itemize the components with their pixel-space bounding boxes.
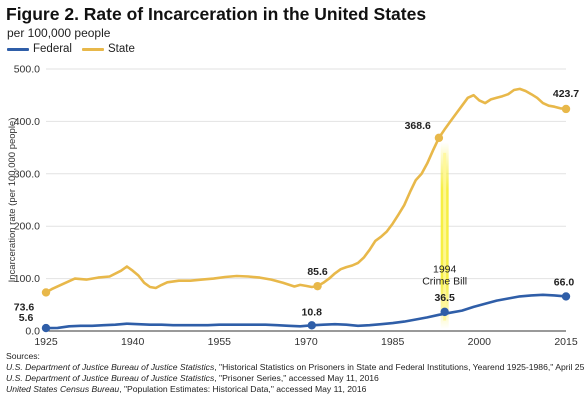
y-tick-label: 0.0 (25, 326, 40, 338)
series-line-state (44, 87, 568, 294)
x-tick-label: 1925 (34, 336, 58, 345)
data-label-federal: 5.6 (19, 312, 34, 324)
data-label-state: 73.6 (14, 301, 35, 313)
legend-item-federal: Federal (7, 43, 72, 55)
data-label-federal: 10.8 (302, 306, 323, 318)
sources-heading: Sources: (6, 351, 40, 361)
x-tick-label: 2015 (554, 336, 578, 345)
event-highlight-core (443, 152, 447, 321)
x-tick-label: 1970 (294, 336, 318, 345)
data-point-state (434, 133, 444, 143)
y-tick-label: 100.0 (14, 273, 40, 285)
legend-label-state: State (108, 43, 135, 55)
data-point-federal (561, 292, 571, 301)
data-point-state (313, 281, 322, 291)
data-point-federal (307, 321, 316, 330)
data-point-state (561, 104, 571, 114)
x-tick-label: 1955 (208, 336, 232, 345)
y-axis-title: Incarceration rate (per 100,000 people) (7, 118, 18, 283)
chart-subtitle: per 100,000 people (7, 26, 111, 40)
data-label-state: 85.6 (307, 266, 328, 278)
source-2-publisher: U.S. Department of Justice Bureau of Jus… (6, 373, 215, 383)
source-line-3: United States Census Bureau, "Population… (6, 384, 585, 395)
data-label-federal: 66.0 (554, 276, 575, 288)
x-tick-label: 1940 (121, 336, 145, 345)
source-1-detail: , "Historical Statistics on Prisoners in… (214, 362, 585, 372)
data-point-federal (41, 323, 51, 333)
y-tick-label: 200.0 (14, 221, 40, 233)
source-line-2: U.S. Department of Justice Bureau of Jus… (6, 373, 585, 384)
chart-title: Figure 2. Rate of Incarceration in the U… (6, 4, 427, 24)
sources: Sources: U.S. Department of Justice Bure… (6, 351, 585, 395)
series-line-federal (44, 293, 568, 330)
legend-swatch-state (82, 47, 104, 51)
source-1-publisher: U.S. Department of Justice Bureau of Jus… (6, 362, 215, 372)
data-label-state: 423.7 (553, 88, 579, 100)
data-point-federal (440, 307, 449, 317)
data-label-federal: 36.5 (434, 292, 455, 304)
legend-label-federal: Federal (33, 43, 72, 55)
data-point-state (41, 288, 51, 297)
legend-item-state: State (82, 43, 135, 55)
y-tick-label: 300.0 (14, 168, 40, 180)
data-label-state: 368.6 (405, 120, 431, 132)
legend-swatch-federal (7, 47, 29, 51)
y-tick-label: 500.0 (14, 64, 40, 76)
source-2-detail: , "Prisoner Series," accessed May 11, 20… (214, 373, 379, 383)
legend: Federal State (0, 43, 200, 59)
x-tick-label: 1985 (381, 336, 405, 345)
y-tick-label: 400.0 (14, 116, 40, 128)
event-year-label: 1994 (433, 263, 457, 275)
source-line-1: U.S. Department of Justice Bureau of Jus… (6, 362, 585, 373)
source-3-publisher: United States Census Bureau (6, 384, 120, 394)
source-3-detail: , "Population Estimates: Historical Data… (119, 384, 367, 394)
event-name-label: Crime Bill (422, 275, 467, 287)
x-tick-label: 2000 (468, 336, 492, 345)
